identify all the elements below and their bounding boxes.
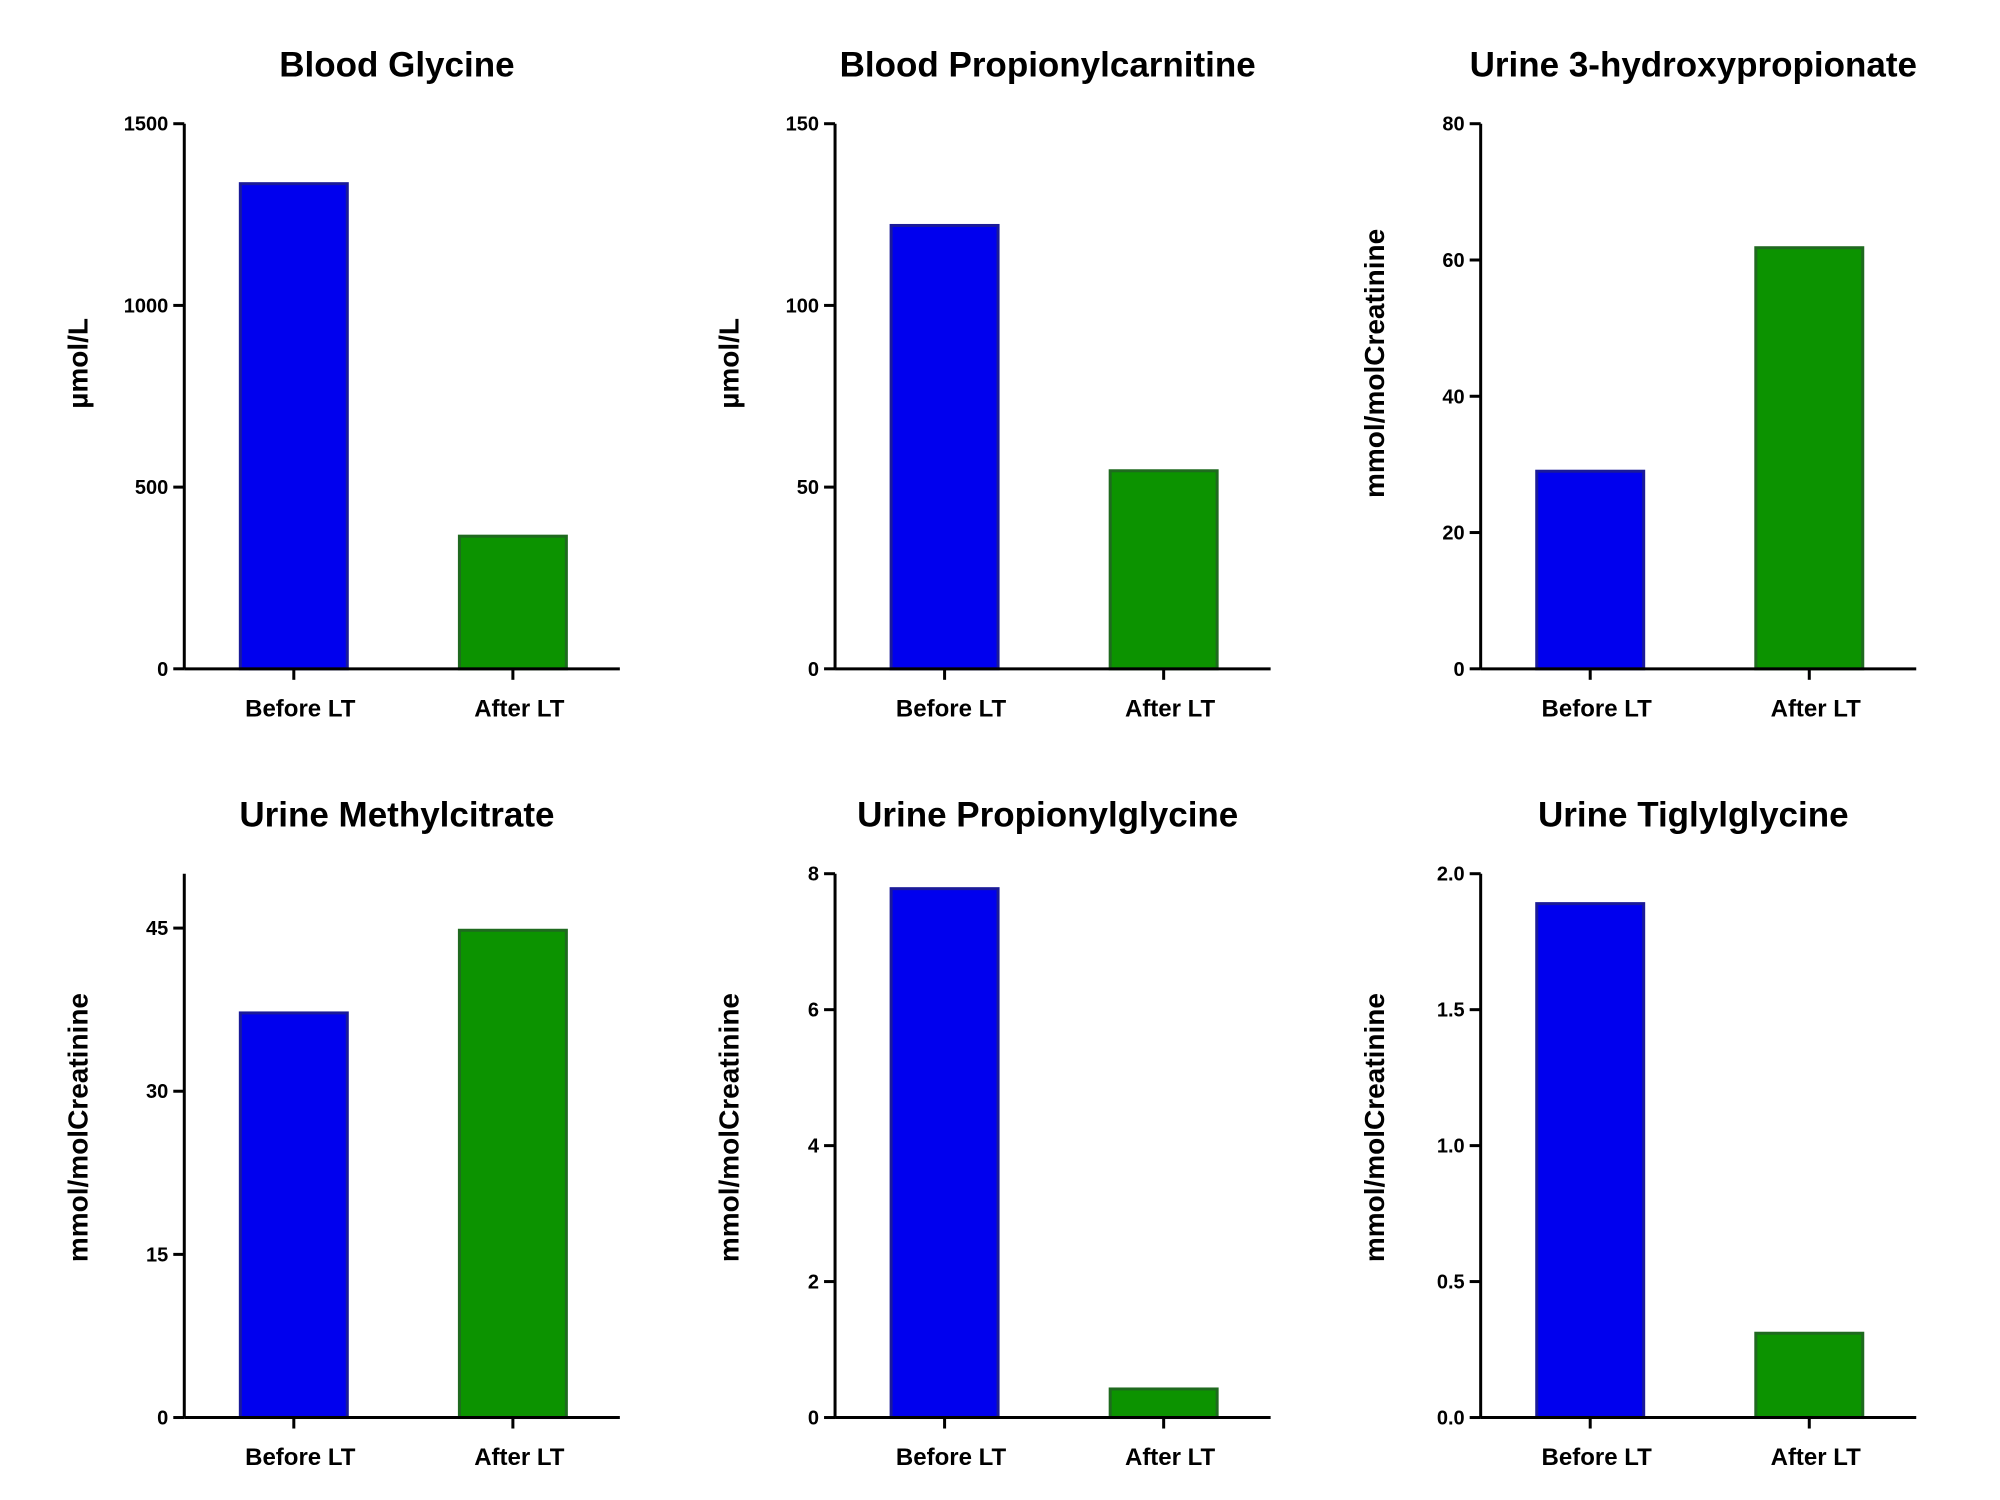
y-tick-label: 6 bbox=[808, 1000, 819, 1022]
y-tick-label: 2.0 bbox=[1437, 864, 1465, 886]
bar-before-lt bbox=[238, 1011, 349, 1420]
y-tick-label: 500 bbox=[135, 477, 168, 499]
x-tick-label: Before LT bbox=[896, 695, 1007, 722]
chart-title: Urine Methylcitrate bbox=[239, 795, 554, 834]
y-tick-label: 150 bbox=[786, 114, 819, 136]
bar-after-lt bbox=[1108, 469, 1219, 671]
y-tick-label: 100 bbox=[786, 295, 819, 317]
chart-title: Blood Propionylcarnitine bbox=[840, 45, 1256, 84]
y-tick-label: 0 bbox=[157, 659, 168, 681]
x-tick-label: After LT bbox=[1771, 695, 1862, 722]
y-tick-label: 80 bbox=[1442, 114, 1464, 136]
y-tick-label: 1000 bbox=[124, 295, 169, 317]
bar-after-lt bbox=[1108, 1387, 1219, 1420]
y-tick-label: 0 bbox=[808, 1408, 819, 1430]
chart-title: Blood Glycine bbox=[279, 45, 514, 84]
y-tick-label: 0 bbox=[808, 659, 819, 681]
y-tick-label: 1500 bbox=[124, 114, 169, 136]
x-tick-label: Before LT bbox=[1542, 1444, 1653, 1471]
chart-title: Urine 3-hydroxypropionate bbox=[1470, 45, 1917, 84]
x-tick-label: After LT bbox=[474, 695, 565, 722]
x-tick-label: After LT bbox=[1125, 1444, 1216, 1471]
chart-panel-3: Urine 3-hydroxypropionate mmol/molCreatin… bbox=[1359, 45, 1917, 722]
chart-title: Urine Tiglylglycine bbox=[1538, 795, 1849, 834]
y-tick-label: 0 bbox=[157, 1408, 168, 1430]
y-tick-label: 20 bbox=[1442, 523, 1464, 545]
y-tick-label: 0 bbox=[1454, 659, 1465, 681]
x-tick-label: Before LT bbox=[1542, 695, 1653, 722]
y-tick-label: 15 bbox=[146, 1244, 168, 1266]
y-tick-label: 60 bbox=[1442, 250, 1464, 272]
bar-after-lt bbox=[457, 534, 568, 671]
y-tick-label: 50 bbox=[797, 477, 819, 499]
x-tick-label: Before LT bbox=[896, 1444, 1007, 1471]
bar-after-lt bbox=[457, 928, 568, 1420]
y-axis-label: mmol/molCreatinine bbox=[1359, 229, 1390, 498]
y-axis-label: µmol/L bbox=[713, 318, 744, 409]
x-tick-label: After LT bbox=[1771, 1444, 1862, 1471]
y-tick-label: 2 bbox=[808, 1272, 819, 1294]
bar-before-lt bbox=[1535, 902, 1646, 1420]
y-tick-label: 1.0 bbox=[1437, 1136, 1465, 1158]
y-tick-label: 45 bbox=[146, 918, 168, 940]
y-axis-label: µmol/L bbox=[63, 318, 94, 409]
x-tick-label: After LT bbox=[474, 1444, 565, 1471]
chart-panel-2: Blood Propionylcarnitine µmol/L 0 50 100 150 B… bbox=[713, 45, 1271, 722]
bar-before-lt bbox=[889, 887, 1000, 1420]
y-axis-label: mmol/molCreatinine bbox=[713, 993, 744, 1262]
y-tick-label: 8 bbox=[808, 864, 819, 886]
y-axis-label: mmol/molCreatinine bbox=[63, 993, 94, 1262]
bar-before-lt bbox=[889, 223, 1000, 671]
bar-before-lt bbox=[238, 182, 349, 671]
chart-panel-4: Urine Methylcitrate mmol/molCreatinine 0 15… bbox=[63, 795, 620, 1471]
chart-panel-1: Blood Glycine µmol/L 0 500 1000 1500 Before LT… bbox=[63, 45, 620, 722]
chart-panel-5: Urine Propionylglycine mmol/molCreatinine… bbox=[713, 795, 1271, 1471]
y-tick-label: 1.5 bbox=[1437, 1000, 1465, 1022]
chart-title: Urine Propionylglycine bbox=[857, 795, 1238, 834]
y-tick-label: 4 bbox=[808, 1136, 820, 1158]
x-tick-label: After LT bbox=[1125, 695, 1216, 722]
x-tick-label: Before LT bbox=[245, 1444, 356, 1471]
y-tick-label: 0.0 bbox=[1437, 1408, 1465, 1430]
y-tick-label: 40 bbox=[1442, 386, 1464, 408]
y-tick-label: 30 bbox=[146, 1081, 168, 1103]
bar-before-lt bbox=[1535, 469, 1646, 671]
chart-panel-6: Urine Tiglylglycine mmol/molCreatinine 0.0… bbox=[1359, 795, 1917, 1471]
y-tick-label: 0.5 bbox=[1437, 1272, 1465, 1294]
y-axis-label: mmol/molCreatinine bbox=[1359, 993, 1390, 1262]
bar-after-lt bbox=[1754, 246, 1865, 671]
x-tick-label: Before LT bbox=[245, 695, 356, 722]
bar-after-lt bbox=[1754, 1331, 1865, 1420]
